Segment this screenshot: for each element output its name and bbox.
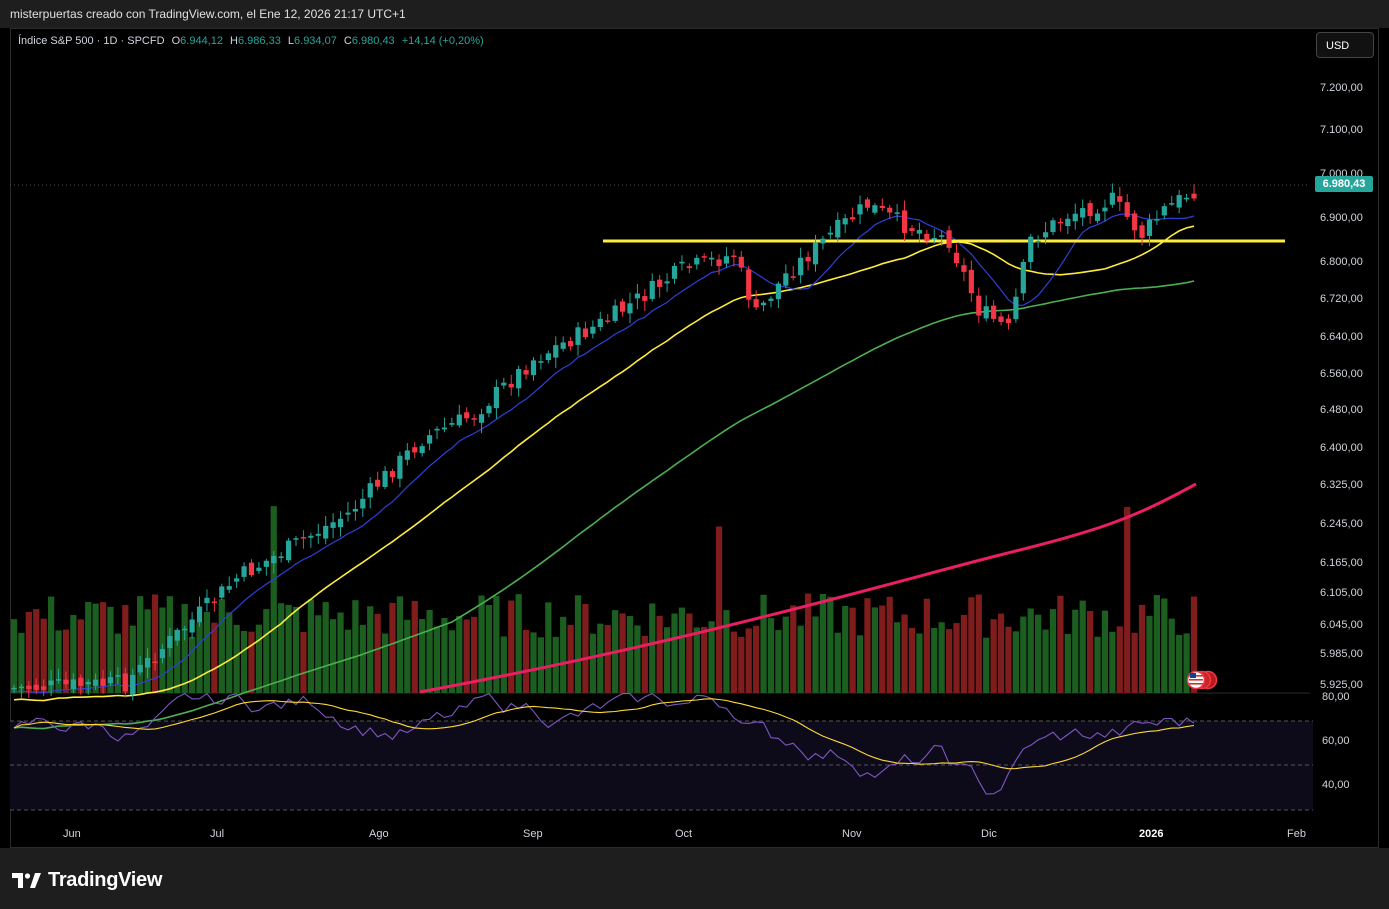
time-tick-label: Dic <box>981 828 997 840</box>
tradingview-logo-icon <box>12 873 41 888</box>
rsi-tick-label: 40,00 <box>1322 779 1350 791</box>
high-value: 6.986,33 <box>238 35 281 47</box>
open-key: O <box>171 35 181 47</box>
high-key: H <box>230 35 238 47</box>
price-tick-label: 6.165,00 <box>1320 557 1363 569</box>
price-tick-label: 6.640,00 <box>1320 331 1363 343</box>
price-tick-label: 6.045,00 <box>1320 619 1363 631</box>
change-value: +14,14 (+0,20%) <box>401 35 484 47</box>
time-tick-label: Ago <box>369 828 389 840</box>
rsi-tick-label: 60,00 <box>1322 735 1350 747</box>
chart-credit: misterpuertas creado con TradingView.com… <box>10 7 406 21</box>
time-tick-label: Sep <box>523 828 543 840</box>
time-tick-label: Nov <box>842 828 862 840</box>
open-value: 6.944,12 <box>180 35 223 47</box>
brand-name: TradingView <box>48 868 163 891</box>
price-tick-label: 7.200,00 <box>1320 82 1363 94</box>
time-tick-label: 2026 <box>1139 828 1164 840</box>
chart-area[interactable] <box>10 28 1379 848</box>
top-bar: misterpuertas creado con TradingView.com… <box>0 0 1389 28</box>
time-tick-label: Jun <box>63 828 81 840</box>
last-price-badge: 6.980,43 <box>1315 176 1373 192</box>
price-tick-label: 6.560,00 <box>1320 368 1363 380</box>
close-value: 6.980,43 <box>351 35 395 47</box>
close-key: C <box>343 35 352 47</box>
low-value: 6.934,07 <box>294 35 337 47</box>
time-tick-label: Jul <box>210 828 225 840</box>
footer-bar <box>0 848 1389 909</box>
symbol-legend: Índice S&P 500 · 1D · SPCFD O6.944,12 H6… <box>18 35 484 47</box>
price-tick-label: 6.900,00 <box>1320 212 1363 224</box>
price-tick-label: 6.105,00 <box>1320 587 1363 599</box>
price-tick-label: 6.325,00 <box>1320 479 1363 491</box>
price-tick-label: 6.480,00 <box>1320 404 1363 416</box>
price-tick-label: 6.720,00 <box>1320 293 1363 305</box>
symbol-name[interactable]: Índice S&P 500 · 1D · SPCFD <box>18 35 165 47</box>
time-tick-label: Feb <box>1287 828 1306 840</box>
rsi-tick-label: 80,00 <box>1322 691 1350 703</box>
time-tick-label: Oct <box>675 828 693 840</box>
price-tick-label: 6.800,00 <box>1320 256 1363 268</box>
price-tick-label: 6.400,00 <box>1320 442 1363 454</box>
price-tick-label: 7.100,00 <box>1320 124 1363 136</box>
brand-logo[interactable]: TradingView <box>12 868 162 892</box>
us-flag-icon[interactable] <box>1186 670 1218 690</box>
low-key: L <box>287 35 295 47</box>
price-tick-label: 6.245,00 <box>1320 518 1363 530</box>
price-tick-label: 5.925,00 <box>1320 679 1363 691</box>
price-tick-label: 5.985,00 <box>1320 648 1363 660</box>
currency-button[interactable]: USD <box>1316 32 1374 58</box>
